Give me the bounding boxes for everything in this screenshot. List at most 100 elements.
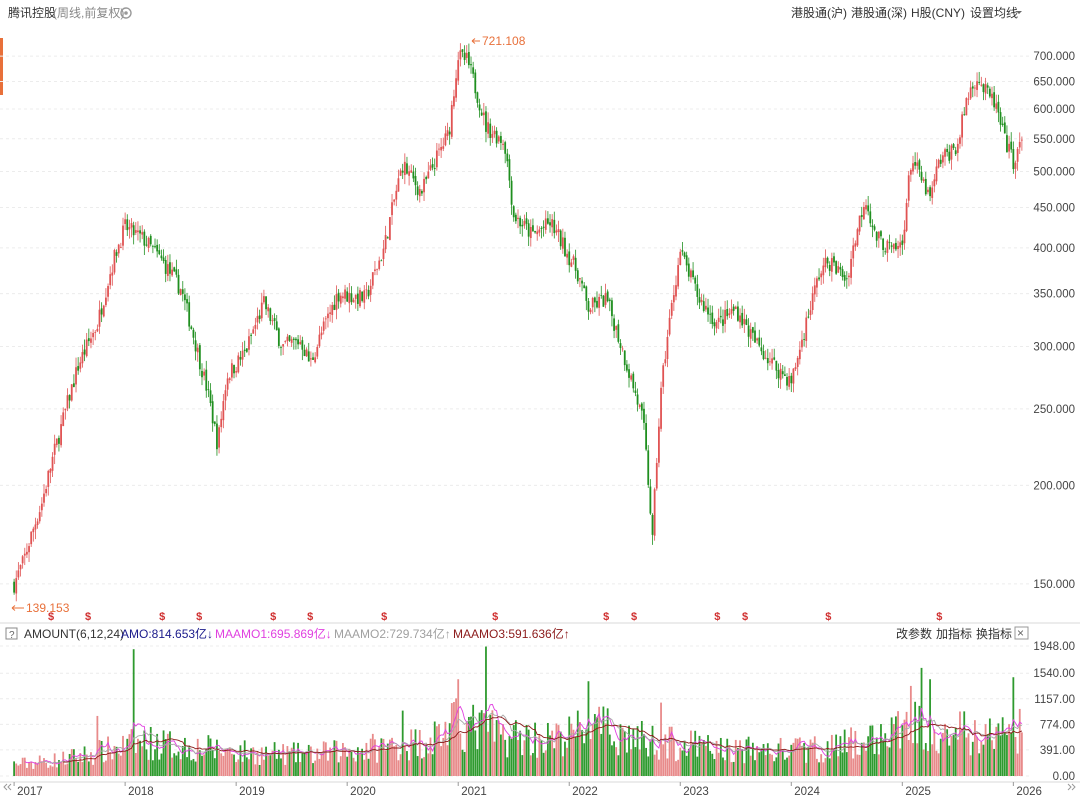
volume-bar: [21, 757, 24, 776]
candle-body: [681, 250, 684, 252]
volume-bar: [572, 729, 575, 776]
volume-bar: [371, 733, 374, 776]
volume-bar: [230, 753, 233, 776]
candle-body: [841, 269, 844, 277]
candle-body: [621, 348, 624, 350]
candle-body: [754, 330, 756, 343]
candle-body: [542, 226, 545, 228]
candle-body: [239, 357, 242, 360]
candle-body: [371, 272, 374, 286]
dividend-marker: $: [742, 611, 748, 623]
candle-body: [38, 512, 41, 522]
candle-body: [51, 456, 54, 471]
candle-body: [418, 188, 421, 197]
volume-bar: [107, 736, 109, 776]
scroll-left-icon[interactable]: [3, 783, 12, 791]
volume-bar: [17, 765, 20, 776]
volume-bar: [284, 764, 287, 776]
volume-axis: 0.00 391.00 774.00 1157.00 1540.00 1948.00: [1033, 641, 1075, 783]
candle-body: [470, 64, 472, 66]
link-hk-connect-sh[interactable]: 港股通(沪): [791, 6, 847, 20]
candle-body: [549, 222, 551, 226]
volume-bar: [726, 738, 729, 776]
candle-body: [961, 114, 964, 138]
candle-body: [521, 224, 524, 227]
volume-bar: [209, 738, 212, 776]
candle-body: [536, 231, 539, 235]
candle-body: [933, 179, 936, 187]
volume-bar: [237, 759, 240, 776]
volume-bar: [378, 747, 381, 776]
candle-body: [726, 309, 729, 317]
candle-body: [954, 150, 957, 155]
candle-body: [290, 339, 293, 343]
volume-bar: [147, 759, 150, 776]
candle-body: [583, 285, 586, 289]
volume-bar: [760, 748, 763, 776]
volume-bar: [181, 745, 184, 776]
modify-params-button[interactable]: 改参数: [896, 626, 932, 641]
volume-bar: [986, 734, 989, 776]
volume-bar: [747, 736, 750, 776]
link-hk-connect-sz[interactable]: 港股通(深): [851, 6, 907, 20]
volume-bar: [241, 761, 244, 776]
candle-body: [489, 123, 492, 139]
candle-body: [909, 169, 912, 175]
candle-body: [811, 293, 814, 311]
volume-bar: [81, 762, 84, 776]
volume-bar: [386, 743, 389, 776]
switch-indicator-button[interactable]: 换指标: [976, 626, 1012, 641]
volume-bar: [169, 731, 171, 776]
candle-body: [655, 462, 658, 489]
volume-bar: [361, 748, 364, 776]
candle-body: [194, 340, 197, 352]
candle-body: [587, 301, 590, 312]
volume-bar: [717, 752, 720, 776]
candle-body: [401, 170, 404, 173]
volume-bar: [598, 706, 601, 776]
candle-body: [969, 87, 972, 99]
scroll-right-icon[interactable]: [1067, 783, 1076, 791]
candle-body: [504, 142, 507, 154]
volume-bar: [969, 755, 972, 776]
candle-body: [579, 278, 581, 280]
set-ma-dropdown[interactable]: 设置均线: [970, 6, 1018, 20]
volume-bar: [1006, 734, 1008, 776]
candle-body: [459, 50, 462, 60]
volume-bar: [85, 754, 88, 776]
candle-body: [273, 318, 276, 321]
candle-body: [745, 319, 748, 325]
candle-body: [158, 250, 161, 255]
chevron-down-icon: [1016, 11, 1022, 14]
link-h-share-cny[interactable]: H股(CNY): [911, 6, 965, 20]
candle-body: [245, 348, 248, 352]
close-icon[interactable]: [1014, 626, 1029, 640]
candle-body: [220, 418, 223, 428]
volume-bar: [305, 751, 308, 776]
candle-body: [952, 144, 955, 149]
candle-body: [119, 247, 122, 248]
candle-body: [397, 178, 400, 192]
candle-body: [890, 245, 893, 247]
volume-bar: [455, 698, 457, 776]
candle-body: [72, 383, 75, 387]
candle-body: [694, 277, 697, 284]
candle-body: [446, 130, 449, 137]
candle-body: [570, 262, 573, 267]
help-icon[interactable]: [5, 627, 18, 640]
candle-body: [156, 244, 159, 252]
volume-bar: [431, 754, 434, 776]
volume-bar: [820, 754, 823, 776]
candle-body: [128, 227, 131, 230]
add-indicator-button[interactable]: 加指标: [936, 626, 972, 641]
volume-bar: [482, 713, 485, 776]
volume-bar: [907, 739, 910, 776]
volume-bar: [845, 752, 848, 776]
gear-icon[interactable]: [120, 7, 132, 19]
candle-body: [640, 403, 643, 411]
candle-body: [391, 202, 393, 216]
volume-bar: [976, 736, 978, 776]
volume-bar: [843, 729, 846, 776]
candle-body: [907, 175, 910, 201]
candle-body: [801, 339, 803, 348]
